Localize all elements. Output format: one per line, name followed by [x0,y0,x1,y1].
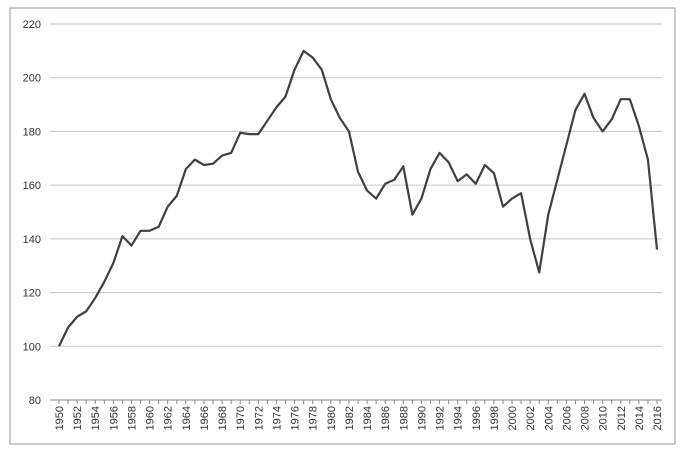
x-tick-label: 1996 [471,406,483,430]
x-tick-label: 1960 [145,406,157,430]
y-tick-label: 80 [29,395,41,407]
y-tick-label: 160 [23,180,41,192]
x-tick-label: 2006 [561,406,573,430]
x-tick-label: 2012 [616,406,628,430]
x-tick-label: 2002 [525,406,537,430]
y-tick-label: 220 [23,19,41,31]
line-series [58,49,659,347]
x-tick-label: 1962 [163,406,175,430]
x-tick-label: 1998 [489,406,501,430]
x-tick-label: 1974 [271,406,283,430]
x-tick-label: 2000 [507,406,519,430]
x-tick-label: 1972 [253,406,265,430]
x-tick-label: 1994 [453,406,465,430]
x-tick-label: 1980 [326,406,338,430]
x-tick-label: 1956 [108,406,120,430]
x-tick-label: 1964 [181,406,193,430]
y-tick-label: 100 [23,341,41,353]
y-tick-label: 140 [23,234,41,246]
x-tick-label: 1976 [290,406,302,430]
x-tick-label: 2010 [598,406,610,430]
x-tick-label: 1978 [308,406,320,430]
x-tick-label: 1984 [362,406,374,430]
x-tick-label: 1970 [235,406,247,430]
x-tick-label: 1952 [72,406,84,430]
x-tick-label: 1992 [435,406,447,430]
y-tick-label: 200 [23,73,41,85]
chart-frame [9,7,676,445]
x-tick-label: 1982 [344,406,356,430]
x-tick-label: 1958 [126,406,138,430]
x-tick-label: 1950 [54,406,66,430]
y-tick-label: 180 [23,126,41,138]
x-tick-label: 2014 [634,406,646,430]
x-tick-label: 2008 [580,406,592,430]
x-tick-label: 1954 [90,406,102,430]
x-tick-label: 1986 [380,406,392,430]
y-tick-label: 120 [23,288,41,300]
x-tick-label: 1968 [217,406,229,430]
x-tick-label: 1988 [398,406,410,430]
x-tick-label: 2004 [543,406,555,430]
x-tick-label: 2016 [652,406,664,430]
x-tick-label: 1966 [199,406,211,430]
x-tick-label: 1990 [416,406,428,430]
